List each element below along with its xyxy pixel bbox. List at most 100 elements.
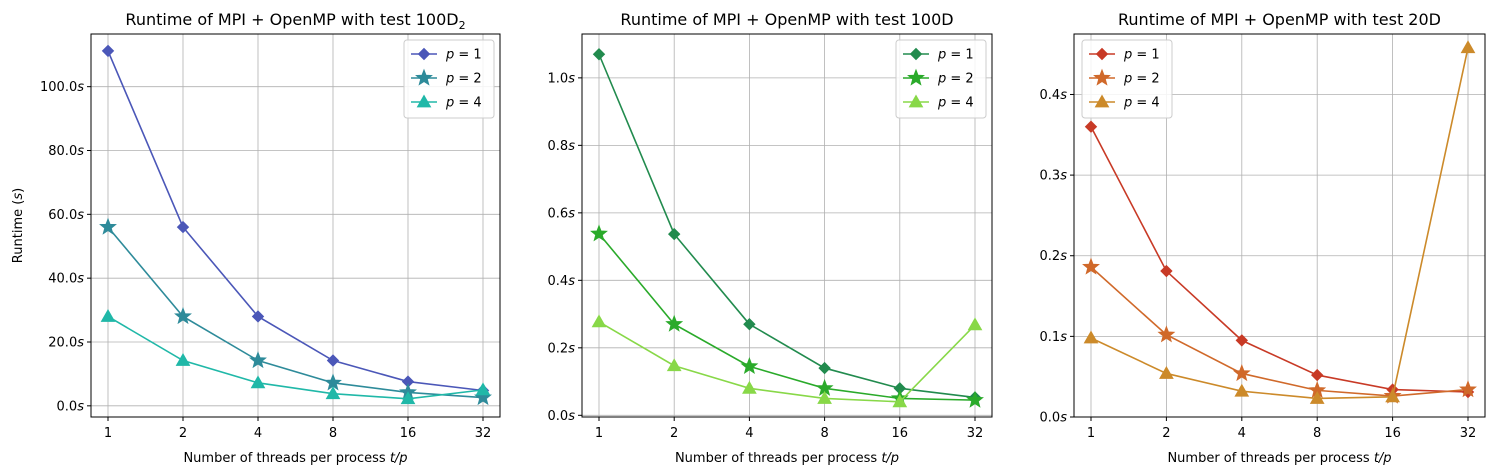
legend-label: p = 2: [1123, 72, 1160, 87]
axes-frame: [581, 33, 993, 418]
legend-marker: [909, 47, 923, 61]
y-tick-label: 100.0s: [40, 80, 84, 95]
y-tick-label: 40.0s: [48, 272, 84, 287]
data-point: [1083, 330, 1099, 344]
x-tick-label: 2: [670, 426, 678, 441]
x-tick-label: 2: [1162, 426, 1170, 441]
legend-label: p = 4: [1123, 96, 1160, 111]
y-tick-label: 20.0s: [48, 335, 84, 350]
data-point: [892, 394, 908, 408]
data-point: [1310, 368, 1324, 382]
y-tick-label: 0.2s: [548, 341, 576, 356]
y-tick-label: 0.0s: [1040, 411, 1068, 426]
data-point: [743, 317, 756, 331]
legend-marker: [417, 47, 431, 61]
series-line-p1: [107, 50, 484, 392]
x-tick-label: 8: [820, 426, 828, 441]
data-point: [101, 44, 115, 58]
x-tick-label: 32: [967, 426, 984, 441]
legend-marker: [415, 68, 433, 86]
legend-label: p = 2: [445, 72, 482, 87]
series-line-p4: [107, 315, 484, 400]
data-point: [1459, 380, 1477, 398]
y-tick-label: 1.0s: [548, 71, 576, 86]
chart-title: Runtime of MPI + OpenMP with test 20D: [1118, 10, 1441, 29]
series-line-p2: [598, 233, 976, 401]
x-tick-label: 16: [1384, 426, 1401, 441]
data-point: [967, 317, 983, 331]
x-tick-label: 16: [892, 426, 909, 441]
data-point: [1460, 40, 1476, 54]
x-tick-label: 32: [1460, 426, 1477, 441]
data-point: [1082, 257, 1100, 275]
x-tick-label: 2: [179, 426, 187, 441]
x-tick-label: 8: [1313, 426, 1321, 441]
series-line-p2: [107, 226, 484, 399]
data-point: [1309, 390, 1325, 404]
x-tick-label: 1: [104, 426, 112, 441]
y-tick-label: 0.8s: [548, 139, 576, 154]
legend-marker: [1093, 68, 1111, 86]
data-point: [1157, 325, 1176, 343]
data-point: [818, 361, 831, 375]
legend-box: [403, 39, 495, 119]
legend-marker: [908, 94, 924, 108]
data-point: [1232, 364, 1251, 382]
data-point: [400, 391, 416, 405]
y-tick-label: 0.0s: [57, 399, 85, 414]
y-tick-label: 0.4s: [548, 274, 576, 289]
data-point: [667, 227, 681, 241]
x-axis-label: Number of threads per process t/p: [1167, 451, 1391, 466]
legend: p = 1 p = 2 p = 4: [403, 39, 495, 119]
legend-label: p = 4: [937, 96, 974, 111]
data-point: [250, 375, 266, 389]
y-tick-label: 0.4s: [1040, 88, 1068, 103]
data-point: [590, 224, 608, 242]
legend-label: p = 2: [937, 72, 974, 87]
data-point: [475, 382, 491, 396]
series-line-p2: [1090, 266, 1469, 397]
chart-panel-1: 1 2 4 8 16 32 0.0s 20.0s 40.0s 60.0s 80.0s 100.0s Ru…: [11, 10, 501, 466]
data-point: [740, 356, 759, 374]
y-axis-label: Runtime (s): [11, 188, 26, 263]
chart-title: Runtime of MPI + OpenMP with test 100D: [620, 10, 953, 29]
x-tick-label: 32: [475, 426, 492, 441]
chart-panel-2: 1 2 4 8 16 32 0.0s 0.2s 0.4s 0.6s 0.8s 1.0s Runtime …: [548, 10, 993, 466]
legend-marker: [1095, 47, 1109, 61]
x-axis-label: Number of threads per process t/p: [675, 451, 899, 466]
x-tick-label: 4: [745, 426, 753, 441]
data-point: [665, 314, 684, 332]
axes-frame: [90, 33, 501, 418]
y-tick-label: 0.2s: [1040, 249, 1068, 264]
data-point: [1234, 383, 1250, 397]
data-point: [1235, 334, 1249, 347]
axes-frame: [1073, 33, 1486, 418]
x-axis-label: Number of threads per process t/p: [183, 451, 407, 466]
chart-title: Runtime of MPI + OpenMP with test 100D2: [125, 10, 465, 32]
x-tick-label: 4: [1238, 426, 1246, 441]
data-point: [99, 217, 117, 235]
legend-marker: [1094, 94, 1110, 108]
legend-box: [895, 39, 987, 119]
legend-marker: [416, 94, 432, 108]
legend-label: p = 1: [445, 48, 482, 63]
data-point: [1385, 389, 1400, 403]
chart-panel-3: 1 2 4 8 16 32 0.0s 0.1s 0.2s 0.3s 0.4s Runtime of M…: [1040, 10, 1486, 466]
data-point: [592, 48, 606, 61]
x-tick-label: 4: [254, 426, 262, 441]
data-point: [325, 386, 341, 400]
x-tick-label: 1: [1087, 426, 1095, 441]
y-tick-label: 0.0s: [548, 409, 576, 424]
x-tick-label: 16: [400, 426, 417, 441]
data-point: [326, 354, 340, 367]
y-tick-label: 60.0s: [48, 208, 84, 223]
legend-label: p = 4: [445, 96, 482, 111]
series-line-p1: [1090, 126, 1469, 393]
data-point: [817, 390, 832, 404]
legend-box: [1081, 39, 1173, 119]
y-tick-label: 80.0s: [48, 144, 84, 159]
data-point: [1159, 365, 1174, 379]
data-point: [251, 310, 265, 323]
legend-label: p = 1: [1123, 48, 1160, 63]
x-tick-label: 1: [595, 426, 603, 441]
